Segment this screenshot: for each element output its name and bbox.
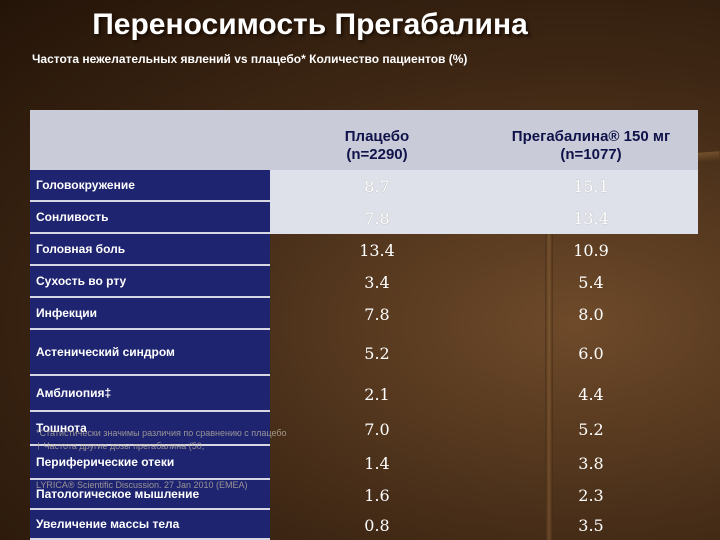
pregabalin-value: 13.4 <box>484 202 698 234</box>
table-row: Периферические отеки 1.4 3.8 <box>30 446 700 480</box>
placebo-value: 7.0 <box>364 419 390 439</box>
footnote-significance: *Статистически значимы различия по сравн… <box>36 428 287 438</box>
footnote-other-doses: † Частота другие дозы прегабалина (50, <box>36 441 205 451</box>
row-label: Амблиопия‡ <box>30 376 270 412</box>
row-label: Периферические отеки <box>30 446 270 480</box>
placebo-value: 3.4 <box>364 272 390 292</box>
header-pregabalin: Прегабалина® 150 мг (n=1077) <box>484 110 698 170</box>
row-label: Сухость во рту <box>30 266 270 298</box>
table-row: Головокружение 8.7 15.1 <box>30 170 700 202</box>
header-pregabalin-n: (n=1077) <box>560 146 622 163</box>
table-row: Патологическое мышление 1.6 2.3 <box>30 480 700 510</box>
pregabalin-value: 4.4 <box>578 384 604 404</box>
pregabalin-value: 2.3 <box>578 485 604 505</box>
pregabalin-value: 5.4 <box>578 272 604 292</box>
table-row: Сонливость 7.8 13.4 <box>30 202 700 234</box>
header-placebo-name: Плацебо <box>344 128 410 145</box>
background-scale-post <box>545 110 553 540</box>
footnote-source: LYRICA® Scientific Discussion. 27 Jan 20… <box>36 480 248 490</box>
placebo-value: 2.1 <box>364 384 390 404</box>
header-empty-cell <box>30 110 270 170</box>
placebo-value: 7.8 <box>270 202 484 234</box>
row-label: Головокружение <box>30 170 270 202</box>
row-label: Сонливость <box>30 202 270 234</box>
table-row: Сухость во рту 3.4 5.4 <box>30 266 700 298</box>
placebo-value: 0.8 <box>364 515 390 535</box>
placebo-value: 8.7 <box>270 170 484 202</box>
header-pregabalin-name: Прегабалина® 150 мг <box>511 128 671 145</box>
header-placebo: Плацебо (n=2290) <box>270 110 484 170</box>
placebo-value: 1.4 <box>364 453 390 473</box>
pregabalin-value: 6.0 <box>578 343 604 363</box>
pregabalin-value: 5.2 <box>578 419 604 439</box>
table-row: Увеличение массы тела 0.8 3.5 <box>30 510 700 540</box>
pregabalin-value: 3.5 <box>578 515 604 535</box>
row-label: Головная боль <box>30 234 270 266</box>
placebo-value: 7.8 <box>364 304 390 324</box>
header-placebo-n: (n=2290) <box>346 146 408 163</box>
table-row: Тошнота 7.0 5.2 <box>30 412 700 446</box>
pregabalin-value: 10.9 <box>573 240 609 260</box>
table-row: Головная боль 13.4 10.9 <box>30 234 700 266</box>
table-row: Инфекции 7.8 8.0 <box>30 298 700 330</box>
placebo-value: 5.2 <box>364 343 390 363</box>
row-label: Инфекции <box>30 298 270 330</box>
pregabalin-value: 15.1 <box>484 170 698 202</box>
row-label: Патологическое мышление <box>30 480 270 510</box>
row-label: Астенический синдром <box>30 330 270 376</box>
pregabalin-value: 8.0 <box>578 304 604 324</box>
table-row: Астенический синдром 5.2 6.0 <box>30 330 700 376</box>
table-row: Амблиопия‡ 2.1 4.4 <box>30 376 700 412</box>
page-subtitle: Частота нежелательных явлений vs плацебо… <box>32 52 468 66</box>
row-label: Увеличение массы тела <box>30 510 270 540</box>
row-label: Тошнота <box>30 412 270 446</box>
adverse-events-table: Плацебо (n=2290) Прегабалина® 150 мг (n=… <box>30 110 700 540</box>
page-title: Переносимость Прегабалина <box>92 8 528 41</box>
placebo-value: 1.6 <box>364 485 390 505</box>
placebo-value: 13.4 <box>359 240 395 260</box>
pregabalin-value: 3.8 <box>578 453 604 473</box>
table-header-row: Плацебо (n=2290) Прегабалина® 150 мг (n=… <box>30 110 700 170</box>
